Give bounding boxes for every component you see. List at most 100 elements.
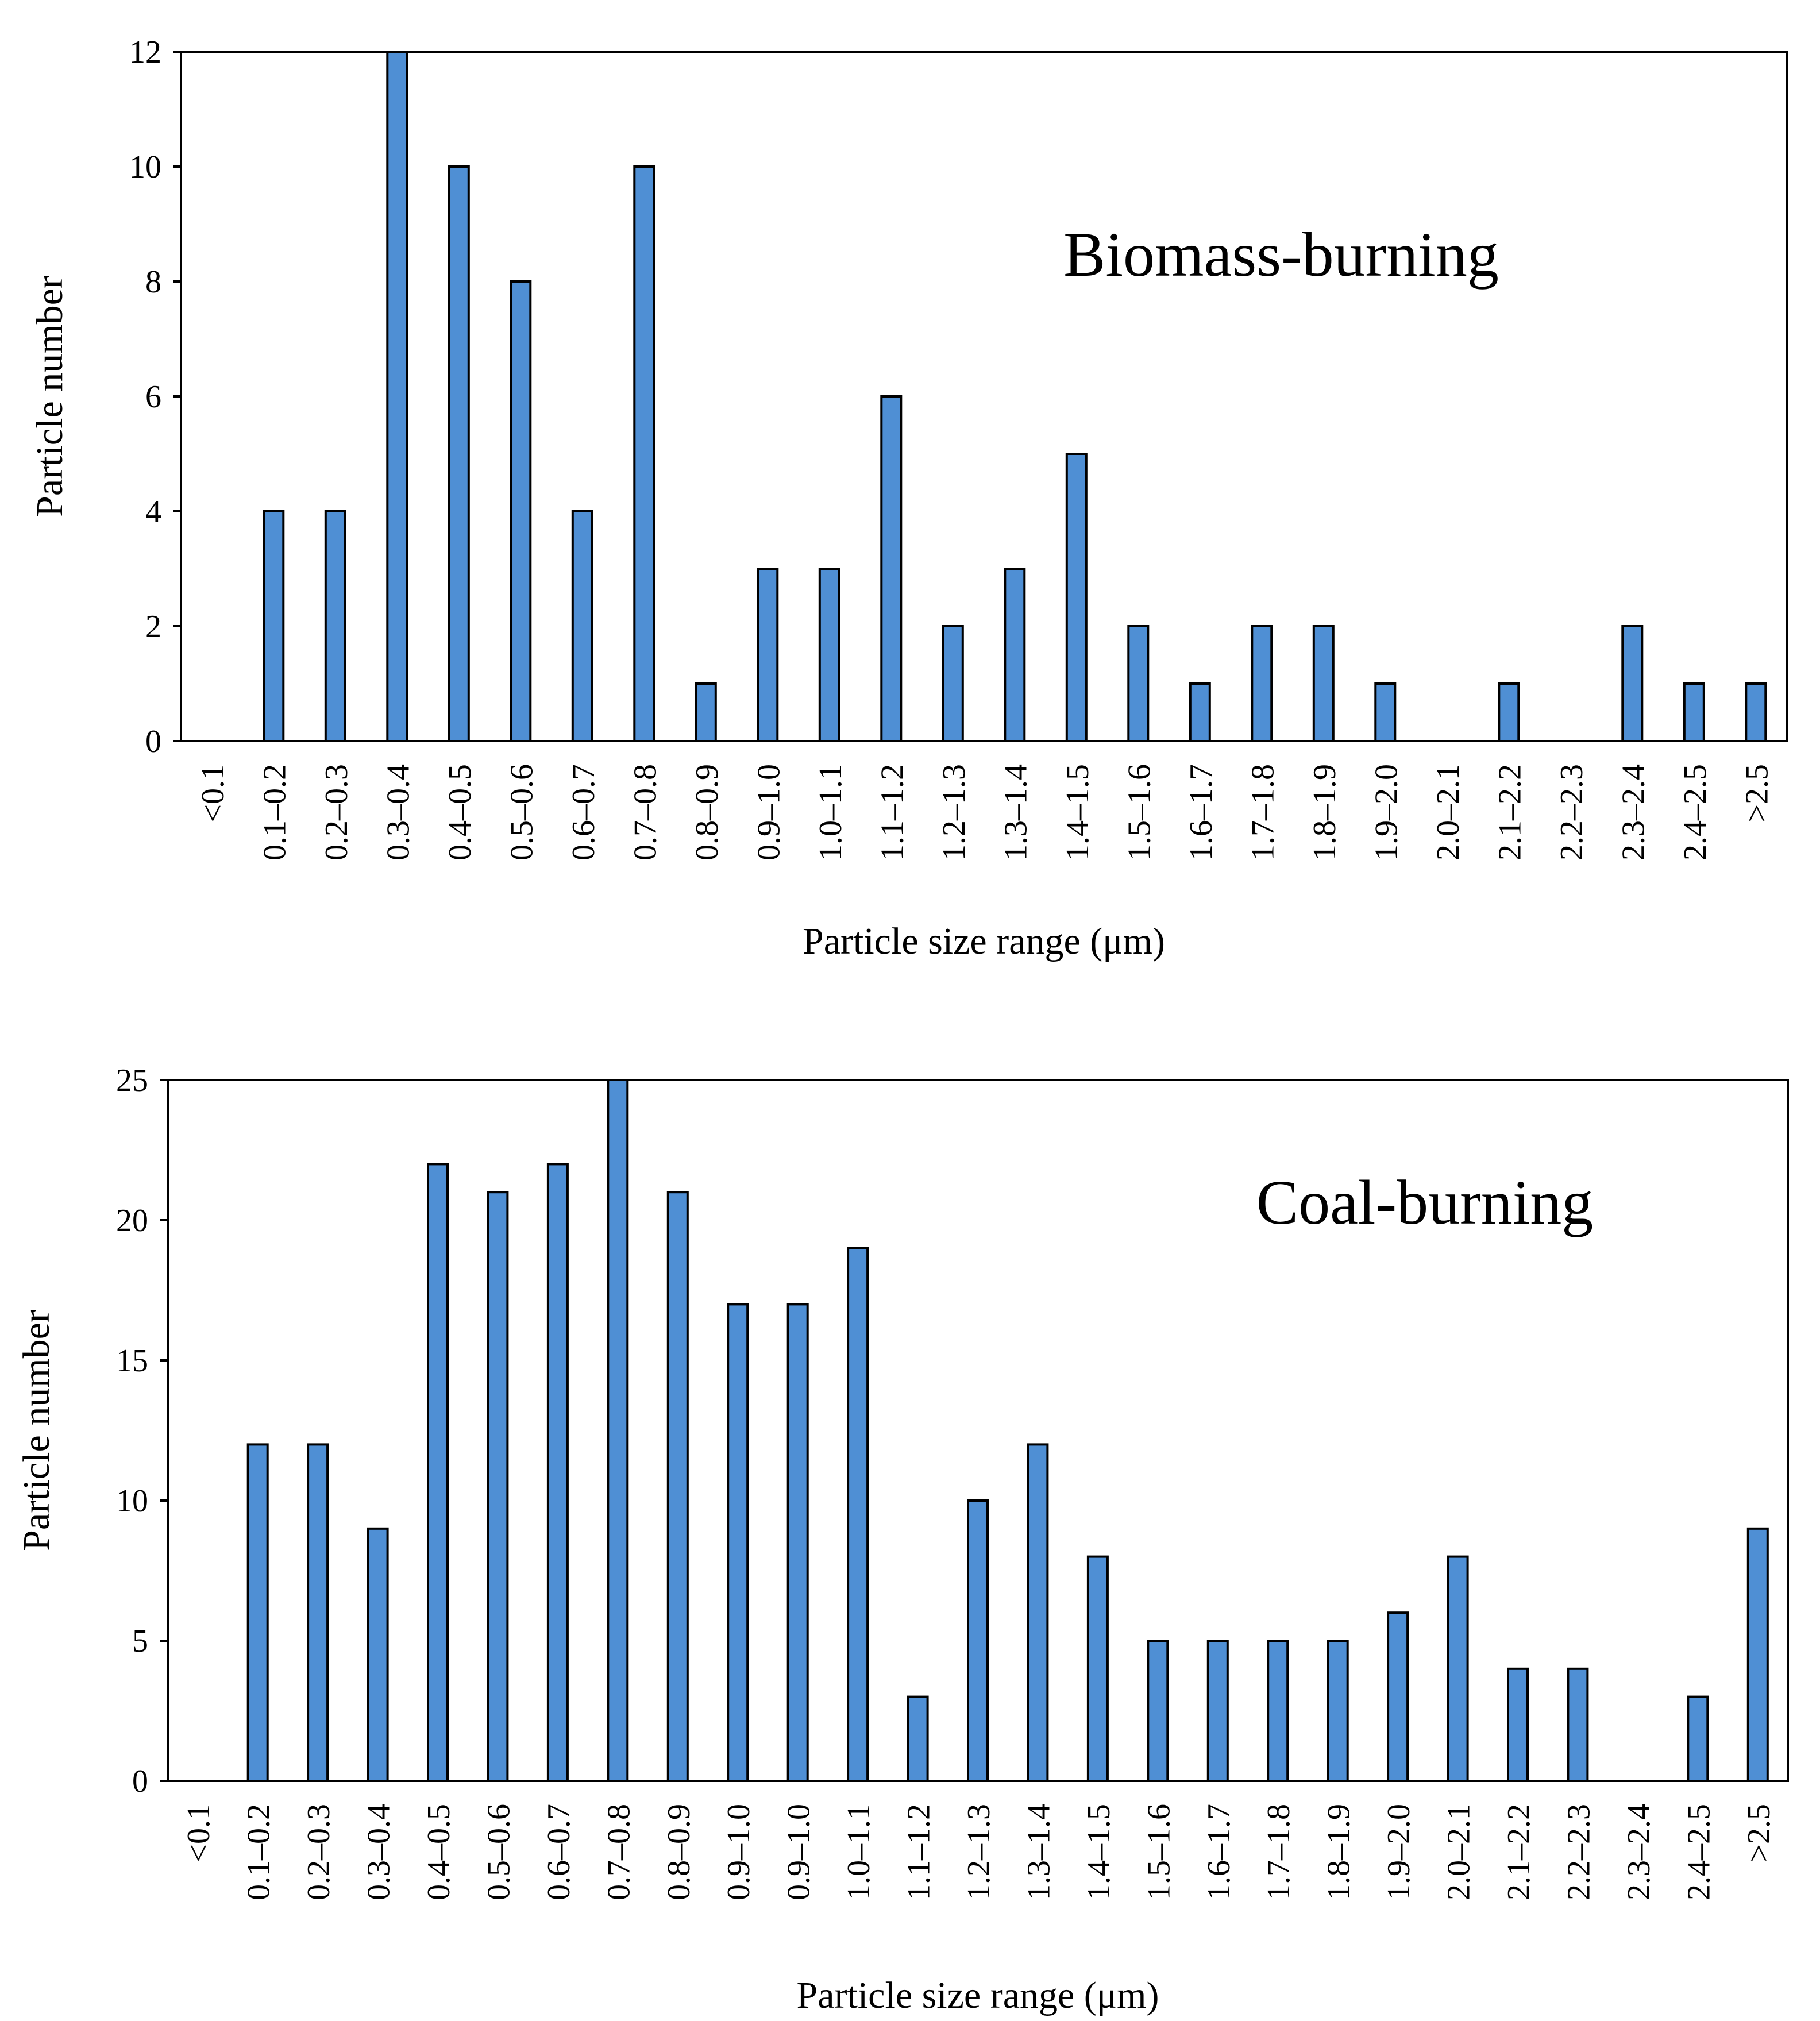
y-axis-label: Particle number xyxy=(16,1310,57,1551)
x-tick-label: >2.5 xyxy=(1739,764,1775,823)
x-tick-label: 0.8–0.9 xyxy=(661,1804,697,1900)
bar-1-14 xyxy=(1027,1443,1049,1782)
x-tick-label: 0.1–0.2 xyxy=(257,764,292,861)
bar-0-16 xyxy=(1189,682,1211,742)
x-tick-label: 1.2–1.3 xyxy=(961,1804,997,1900)
coal-burning-chart: 0 5 10 15 20 25 <0.1 0.1–0.2 0.2–0.3 0.3–0.4 0.4–0… xyxy=(16,1063,1789,2016)
panel-annotation: Biomass-burning xyxy=(1063,219,1499,290)
y-tick-label: 25 xyxy=(116,1063,148,1098)
bar-1-3 xyxy=(367,1527,389,1783)
y-tick-label: 10 xyxy=(129,149,161,185)
bar-1-18 xyxy=(1267,1640,1289,1782)
x-tick-label: 0.7–0.8 xyxy=(601,1804,637,1900)
x-tick-label: <0.1 xyxy=(195,764,231,823)
x-axis-label: Particle size range (μm) xyxy=(803,920,1165,962)
bar-1-12 xyxy=(907,1695,929,1783)
x-tick-label: 1.3–1.4 xyxy=(1021,1804,1056,1900)
x-tick-label: 2.3–2.4 xyxy=(1621,1804,1657,1900)
bar-1-10 xyxy=(786,1303,809,1782)
bar-0-23 xyxy=(1621,625,1644,742)
bar-1-25 xyxy=(1687,1695,1709,1783)
panel-annotation: Coal-burning xyxy=(1256,1167,1594,1237)
bar-0-10 xyxy=(818,568,840,742)
bar-0-6 xyxy=(571,510,593,742)
y-tick-label: 6 xyxy=(145,379,161,415)
bar-1-17 xyxy=(1206,1640,1229,1782)
x-tick-label: 2.4–2.5 xyxy=(1678,764,1713,861)
y-tick-label: 4 xyxy=(145,494,161,530)
bar-1-13 xyxy=(967,1499,989,1782)
x-tick-label: 0.6–0.7 xyxy=(566,764,601,861)
x-tick-label: 0.1–0.2 xyxy=(241,1804,277,1900)
y-axis-label: Particle number xyxy=(29,276,71,517)
x-tick-label: 0.6–0.7 xyxy=(541,1804,577,1900)
y-tick-label: 2 xyxy=(145,609,161,645)
bar-1-26 xyxy=(1746,1527,1769,1783)
bar-0-7 xyxy=(633,165,655,742)
bar-1-9 xyxy=(727,1303,749,1782)
x-axis-label: Particle size range (μm) xyxy=(797,1974,1159,2016)
plot-frame xyxy=(180,51,1788,742)
x-tick-label: 2.1–2.2 xyxy=(1492,764,1528,861)
bar-0-18 xyxy=(1312,625,1335,742)
bar-1-7 xyxy=(607,1079,629,1782)
x-tick-label: 1.5–1.6 xyxy=(1121,764,1157,861)
bar-1-11 xyxy=(847,1247,869,1783)
x-tick-label: 1.3–1.4 xyxy=(998,764,1034,861)
bar-0-25 xyxy=(1745,682,1767,742)
bar-1-19 xyxy=(1327,1640,1349,1782)
x-tick-label: 0.3–0.4 xyxy=(361,1804,397,1900)
y-tick-label: 0 xyxy=(132,1764,148,1799)
x-tick-label: 1.8–1.9 xyxy=(1307,764,1343,861)
x-tick-label: 1.8–1.9 xyxy=(1321,1804,1357,1900)
bar-1-21 xyxy=(1447,1555,1469,1783)
x-tick-label: 1.4–1.5 xyxy=(1081,1804,1117,1900)
x-tick-label: 0.3–0.4 xyxy=(380,764,416,861)
x-tick-label: 0.8–0.9 xyxy=(689,764,725,861)
x-tick-label: 0.5–0.6 xyxy=(481,1804,516,1900)
bar-1-4 xyxy=(427,1163,449,1782)
x-tick-label: 0.9–1.0 xyxy=(781,1804,817,1900)
bar-1-20 xyxy=(1387,1611,1409,1782)
y-tick-label: 20 xyxy=(116,1203,148,1239)
x-tick-label: 0.4–0.5 xyxy=(442,764,478,861)
bar-0-24 xyxy=(1683,682,1705,742)
x-tick-label: 1.7–1.8 xyxy=(1261,1804,1297,1900)
bar-1-15 xyxy=(1086,1555,1109,1783)
x-tick-label: 0.4–0.5 xyxy=(421,1804,457,1900)
x-tick-label: 1.0–1.1 xyxy=(841,1804,877,1900)
bar-0-17 xyxy=(1251,625,1273,742)
bar-0-4 xyxy=(448,165,470,742)
bar-0-21 xyxy=(1498,682,1520,742)
x-tick-label: 0.2–0.3 xyxy=(319,764,354,861)
bar-0-3 xyxy=(386,51,408,742)
y-tick-label: 15 xyxy=(116,1343,148,1379)
x-tick-label: 1.6–1.7 xyxy=(1183,764,1219,861)
bar-1-8 xyxy=(666,1191,689,1782)
bar-0-1 xyxy=(263,510,285,742)
plot-frame xyxy=(167,1079,1789,1782)
x-tick-label: 1.0–1.1 xyxy=(813,764,849,861)
x-tick-label: 1.5–1.6 xyxy=(1141,1804,1177,1900)
bar-0-11 xyxy=(880,395,903,742)
x-tick-label: 0.9–1.0 xyxy=(751,764,786,861)
x-tick-label: 1.9–2.0 xyxy=(1368,764,1404,861)
x-tick-label: 2.2–2.3 xyxy=(1561,1804,1597,1900)
x-tick-label: 1.2–1.3 xyxy=(936,764,972,861)
bar-1-1 xyxy=(246,1443,269,1782)
bar-1-22 xyxy=(1507,1667,1529,1783)
x-tick-label: 1.7–1.8 xyxy=(1245,764,1281,861)
x-tick-label: 2.4–2.5 xyxy=(1681,1804,1717,1900)
x-tick-label: <0.1 xyxy=(181,1804,217,1862)
x-tick-label: 0.9–1.0 xyxy=(721,1804,757,1900)
biomass-burning-chart: 0 2 4 6 8 10 12 <0.1 0.1–0.2 0.2–0.3 0.3–0.4 0.4–0.… xyxy=(29,34,1788,962)
x-tick-label: 1.9–2.0 xyxy=(1381,1804,1417,1900)
x-tick-label: 2.0–2.1 xyxy=(1430,764,1466,861)
y-tick-label: 12 xyxy=(129,34,161,70)
bar-1-5 xyxy=(487,1191,509,1782)
bar-0-15 xyxy=(1127,625,1150,742)
x-tick-label: 2.1–2.2 xyxy=(1501,1804,1537,1900)
bar-1-16 xyxy=(1147,1640,1169,1782)
x-tick-label: 1.4–1.5 xyxy=(1060,764,1096,861)
